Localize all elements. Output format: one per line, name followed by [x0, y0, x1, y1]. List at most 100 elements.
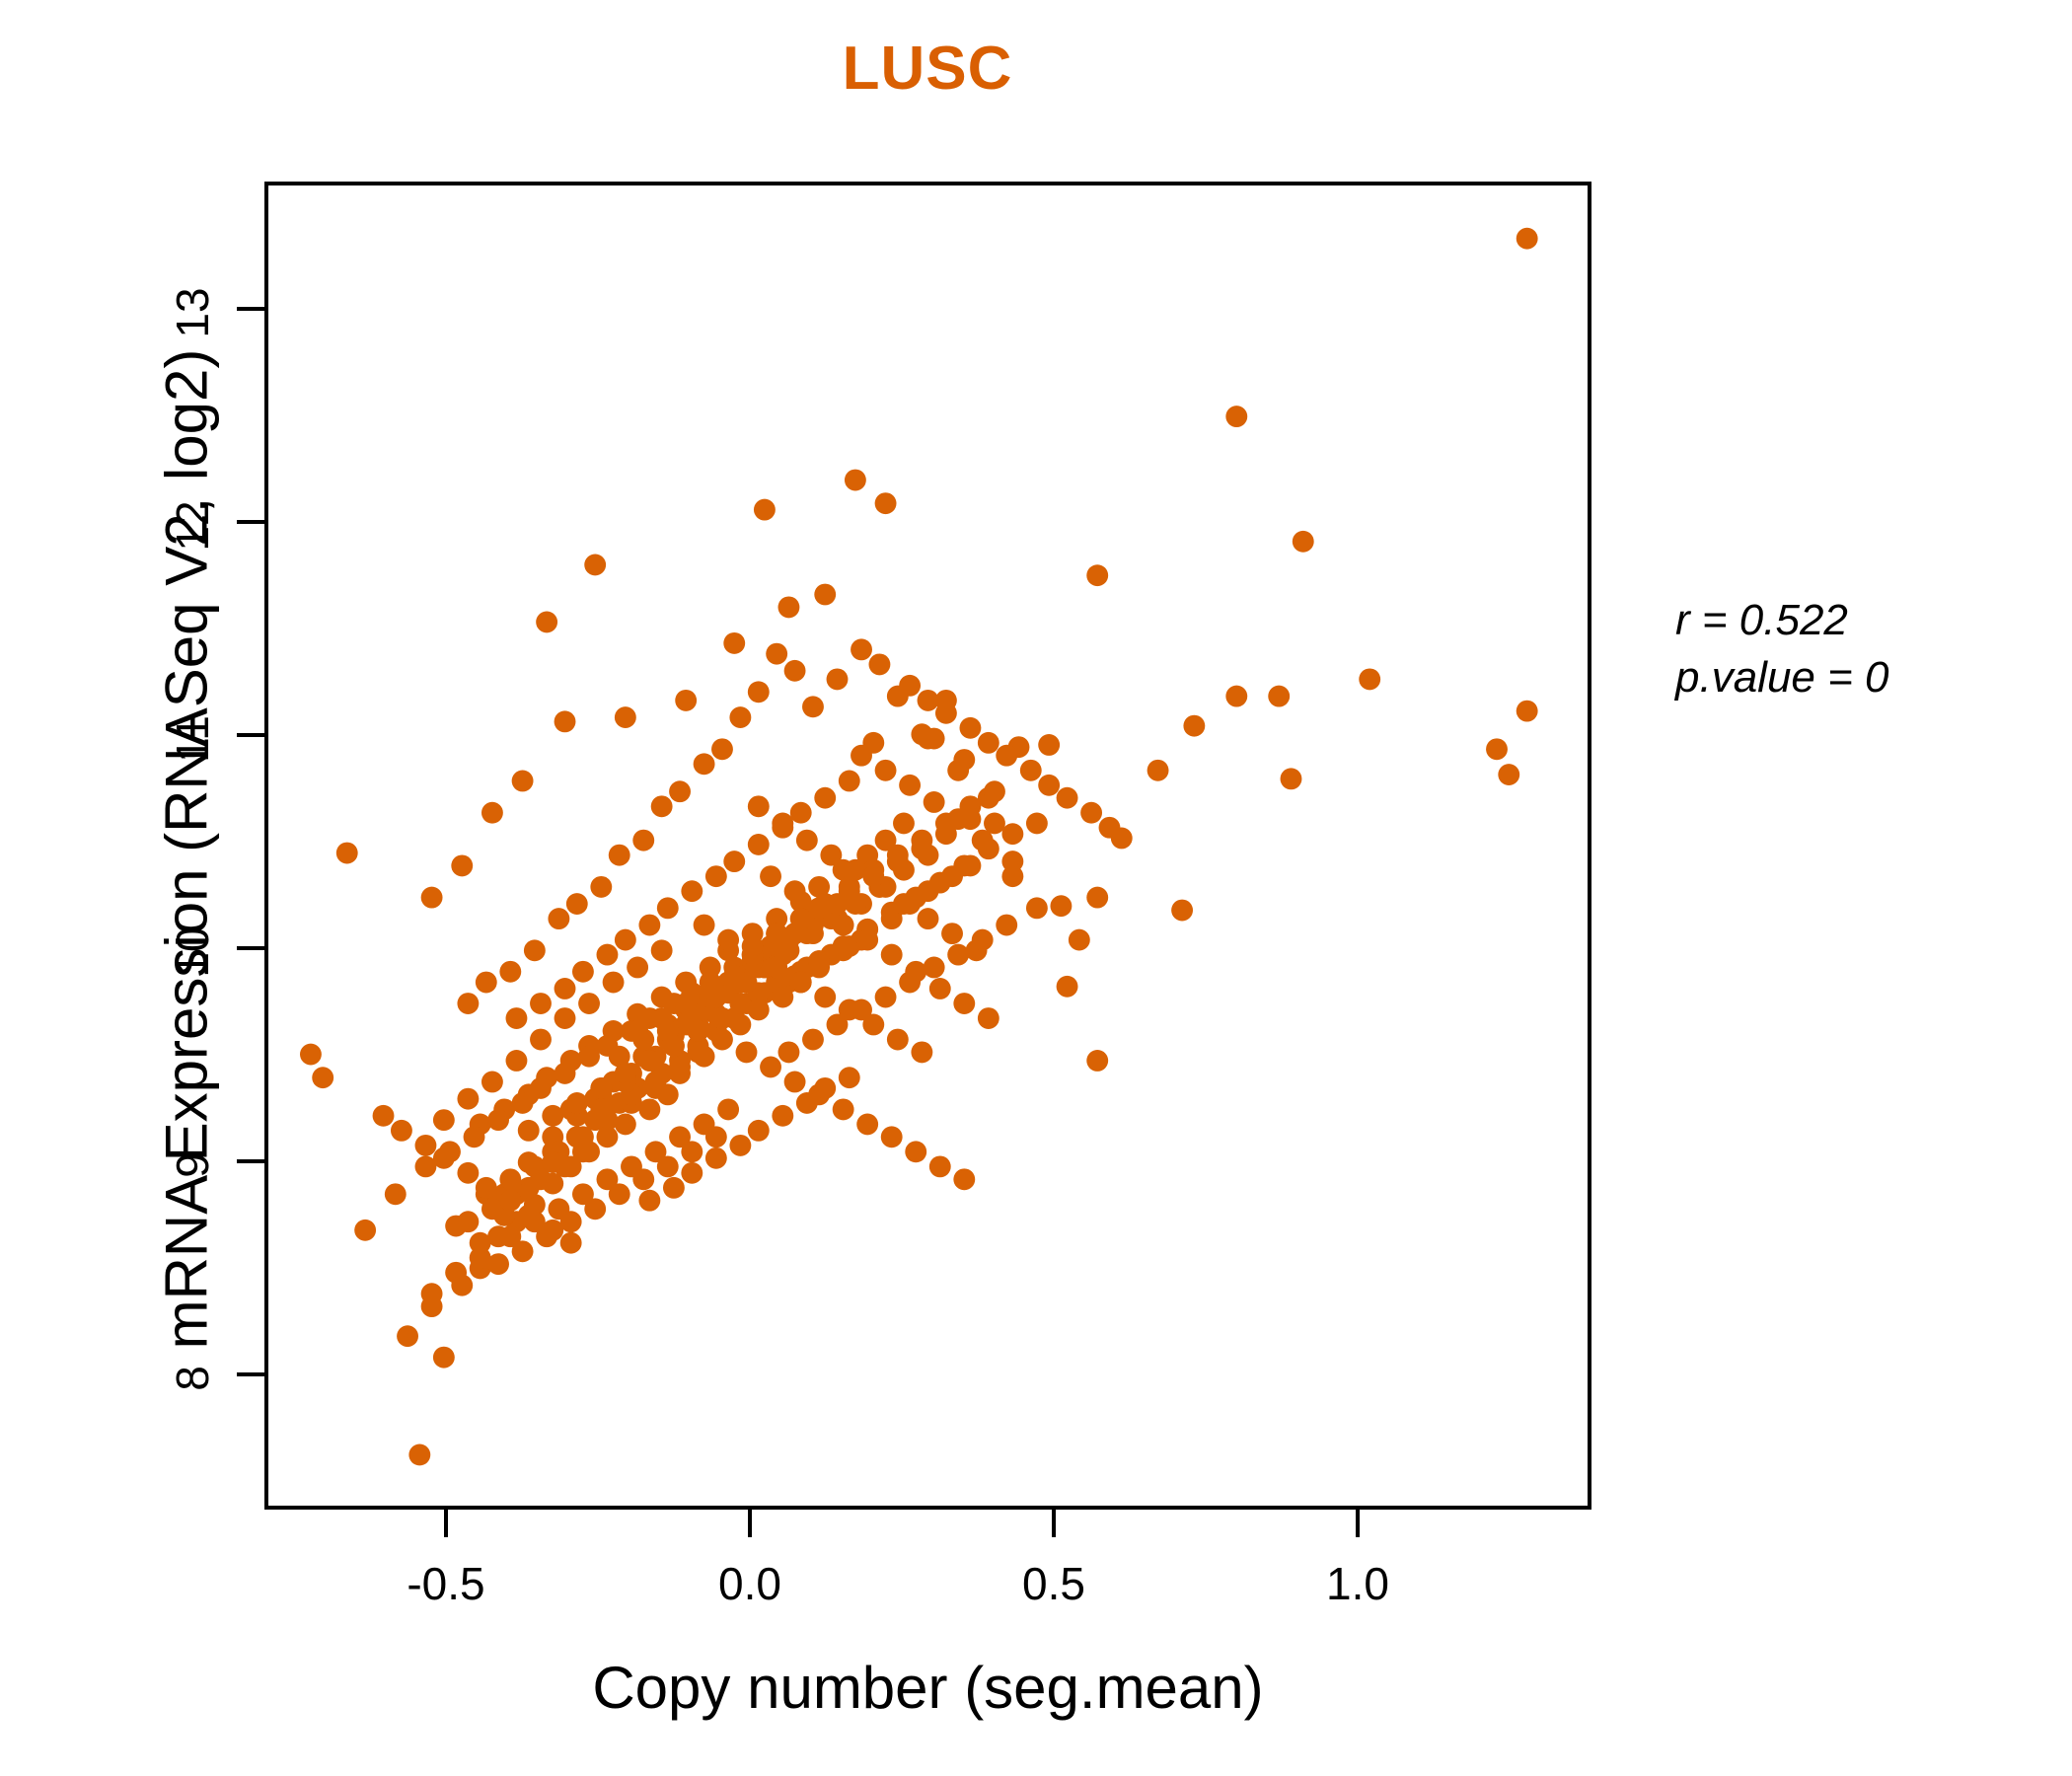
scatter-point [602, 971, 625, 994]
scatter-point [747, 999, 770, 1021]
scatter-point [766, 642, 788, 665]
scatter-point [530, 1028, 552, 1051]
scatter-point [457, 1087, 480, 1110]
scatter-point [911, 838, 933, 860]
scatter-point [808, 875, 831, 898]
scatter-point [808, 956, 831, 979]
scatter-point [632, 1168, 655, 1191]
scatter-point [681, 1141, 703, 1163]
scatter-point [596, 1126, 619, 1148]
scatter-point [662, 1035, 685, 1057]
scatter-point [1359, 668, 1381, 691]
scatter-point [886, 1028, 909, 1051]
scatter-point [1068, 928, 1090, 951]
scatter-point [608, 844, 630, 866]
scatter-point [711, 1007, 733, 1029]
scatter-point [481, 801, 503, 824]
scatter-point [584, 1198, 607, 1221]
scatter-point [542, 1104, 564, 1127]
scatter-point [772, 986, 794, 1008]
scatter-point [844, 858, 866, 881]
scatter-point [886, 685, 909, 707]
scatter-point [820, 844, 843, 866]
scatter-point [953, 1168, 976, 1191]
scatter-point [614, 706, 636, 729]
scatter-point [789, 801, 812, 824]
scatter-point [1268, 685, 1291, 707]
scatter-point [1171, 899, 1194, 922]
scatter-point [644, 1141, 667, 1163]
scatter-point [669, 1056, 691, 1078]
scatter-point [984, 812, 1005, 835]
scatter-point [814, 786, 837, 809]
scatter-point [826, 1013, 849, 1036]
scatter-point [856, 1113, 879, 1136]
scatter-point [1147, 759, 1169, 781]
scatter-point [584, 554, 607, 576]
plot-area [264, 182, 1591, 1510]
scatter-point [469, 1231, 491, 1254]
scatter-point [638, 1050, 661, 1072]
scatter-point [475, 1176, 497, 1199]
scatter-point [693, 753, 715, 776]
scatter-point [457, 1211, 480, 1233]
scatter-point [1486, 738, 1508, 761]
scatter-point [681, 880, 703, 903]
scatter-point [747, 795, 770, 818]
stats-annotation: r = 0.522 p.value = 0 [1675, 592, 2001, 706]
scatter-point [741, 935, 764, 957]
scatter-point [874, 759, 897, 781]
scatter-point [911, 1041, 933, 1064]
scatter-point [953, 993, 976, 1014]
scatter-point [542, 1219, 564, 1241]
scatter-point [832, 1098, 854, 1121]
scatter-point [312, 1067, 334, 1089]
scatter-point [578, 1045, 600, 1068]
scatter-point [826, 668, 849, 691]
scatter-point [899, 774, 922, 796]
scatter-point [505, 1007, 528, 1029]
scatter-point [1225, 685, 1248, 707]
x-tick-mark [1052, 1510, 1056, 1537]
scatter-point [984, 780, 1005, 803]
scatter-point [687, 1041, 709, 1064]
scatter-point [838, 880, 860, 903]
y-tick-mark [237, 520, 264, 524]
scatter-point [911, 723, 933, 746]
scatter-point [923, 791, 945, 813]
scatter-point [923, 956, 945, 979]
scatter-point [723, 631, 746, 654]
scatter-point [947, 943, 970, 966]
scatter-point [463, 1126, 485, 1148]
x-tick-mark [748, 1510, 752, 1537]
scatter-point [795, 1092, 818, 1114]
scatter-point [511, 770, 534, 792]
scatter-point [656, 897, 679, 920]
scatter-point [704, 1147, 727, 1169]
scatter-points-layer [299, 227, 1538, 1466]
scatter-point [559, 1231, 582, 1254]
scatter-point [627, 956, 649, 979]
scatter-point [517, 1204, 540, 1226]
scatter-point [511, 1092, 534, 1114]
scatter-point [481, 1198, 503, 1221]
scatter-point [711, 738, 733, 761]
scatter-point [1516, 700, 1538, 722]
scatter-point [814, 986, 837, 1008]
scatter-point [523, 939, 546, 962]
scatter-point [928, 978, 951, 999]
scatter-point [1025, 812, 1048, 835]
scatter-point [704, 865, 727, 888]
scatter-point [614, 928, 636, 951]
scatter-point [517, 1119, 540, 1142]
scatter-point [693, 914, 715, 936]
scatter-point [729, 706, 752, 729]
y-tick-mark [237, 733, 264, 737]
scatter-point [638, 1098, 661, 1121]
scatter-point [596, 943, 619, 966]
scatter-point [934, 823, 957, 846]
scatter-point [650, 1007, 673, 1029]
scatter-point [947, 759, 970, 781]
scatter-point [917, 689, 939, 711]
scatter-point [1038, 774, 1061, 796]
